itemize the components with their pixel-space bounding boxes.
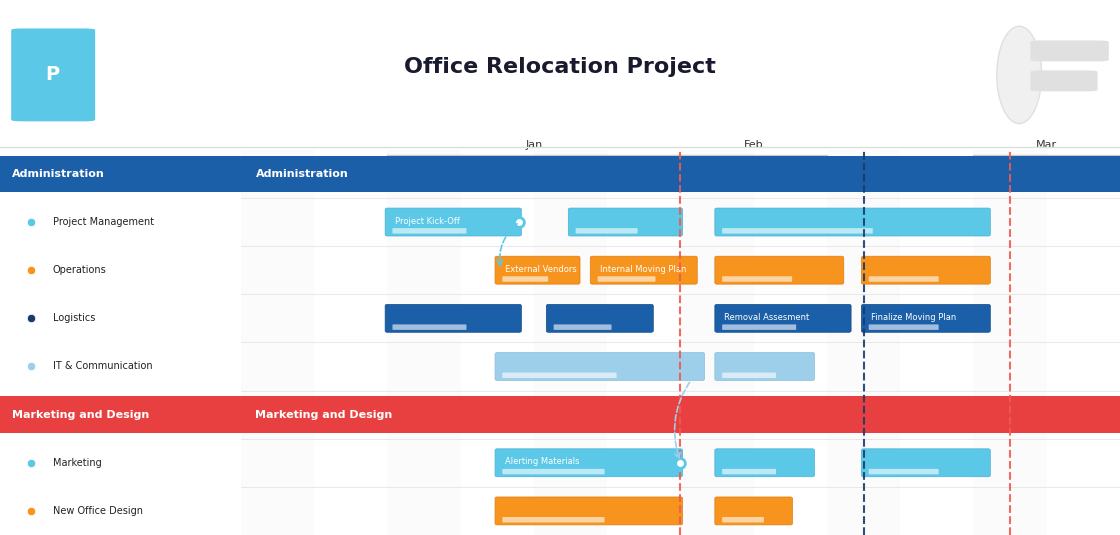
FancyBboxPatch shape [715,353,814,380]
FancyBboxPatch shape [392,228,466,234]
FancyBboxPatch shape [715,208,990,236]
FancyBboxPatch shape [1030,71,1098,91]
Text: IT & Communication: IT & Communication [53,362,152,371]
Text: W5: W5 [562,162,578,172]
FancyBboxPatch shape [503,276,548,282]
FancyBboxPatch shape [715,497,793,525]
Text: W8: W8 [783,162,799,172]
Bar [973,150,1047,535]
Text: Planning: Planning [691,131,740,140]
FancyBboxPatch shape [553,324,612,330]
FancyBboxPatch shape [715,304,851,332]
Text: Today: Today [883,131,915,140]
Text: W2: W2 [343,162,358,172]
Text: W6: W6 [636,162,652,172]
FancyBboxPatch shape [715,449,814,477]
FancyBboxPatch shape [1030,41,1109,62]
FancyBboxPatch shape [385,208,522,236]
Text: W1: W1 [270,162,286,172]
Text: Administration: Administration [255,169,348,179]
Text: W12: W12 [1072,162,1094,172]
FancyBboxPatch shape [861,304,990,332]
Bar [314,150,388,535]
Bar [388,150,460,535]
FancyBboxPatch shape [869,469,939,475]
FancyBboxPatch shape [722,469,776,475]
Bar [534,150,607,535]
Text: Marketing: Marketing [53,458,102,468]
FancyBboxPatch shape [503,372,617,378]
Bar [460,150,534,535]
FancyBboxPatch shape [869,324,939,330]
Text: W10: W10 [926,162,948,172]
Text: Office Relocation Project: Office Relocation Project [404,57,716,78]
Bar [241,150,314,535]
Text: W3: W3 [417,162,432,172]
FancyBboxPatch shape [0,156,241,192]
Text: Operations: Operations [1015,131,1075,140]
Text: Internal Moving Plan: Internal Moving Plan [600,265,687,274]
Ellipse shape [997,26,1042,124]
FancyBboxPatch shape [385,304,522,332]
Text: Alerting Materials: Alerting Materials [504,457,579,467]
Text: Marketing and Design: Marketing and Design [255,410,393,419]
Polygon shape [999,123,1081,148]
Text: Jan: Jan [525,140,542,150]
Bar [607,150,680,535]
FancyBboxPatch shape [722,517,764,523]
Text: Project Management: Project Management [53,217,155,227]
FancyBboxPatch shape [722,372,776,378]
FancyBboxPatch shape [722,324,796,330]
Text: Administration: Administration [12,169,105,179]
Text: External Vendors: External Vendors [504,265,577,274]
Text: Marketing and Design: Marketing and Design [12,410,149,419]
FancyBboxPatch shape [590,256,698,284]
FancyBboxPatch shape [495,353,704,380]
Text: Removal Assesment: Removal Assesment [725,313,810,322]
Bar [680,150,754,535]
FancyBboxPatch shape [495,449,682,477]
Text: Project Kick-Off: Project Kick-Off [394,217,459,226]
FancyBboxPatch shape [568,208,682,236]
FancyBboxPatch shape [861,256,990,284]
FancyBboxPatch shape [392,324,466,330]
FancyBboxPatch shape [576,228,637,234]
FancyBboxPatch shape [861,449,990,477]
FancyBboxPatch shape [598,276,655,282]
FancyBboxPatch shape [722,276,792,282]
FancyBboxPatch shape [722,228,872,234]
FancyBboxPatch shape [241,156,1120,192]
FancyBboxPatch shape [11,28,95,121]
Bar [754,150,827,535]
Text: W7: W7 [709,162,725,172]
Text: New Office Design: New Office Design [53,506,143,516]
Text: W4: W4 [489,162,505,172]
Text: Feb: Feb [744,140,764,150]
FancyBboxPatch shape [241,396,1120,433]
Bar [827,150,900,535]
FancyBboxPatch shape [869,276,939,282]
FancyBboxPatch shape [503,517,605,523]
Text: W9: W9 [856,162,871,172]
Text: Mar: Mar [1036,140,1057,150]
Bar [1047,150,1120,535]
Bar [900,150,973,535]
Text: Logistics: Logistics [53,314,95,323]
Text: Finalize Moving Plan: Finalize Moving Plan [871,313,956,322]
Text: Workstreams: Workstreams [12,162,95,172]
FancyBboxPatch shape [0,396,241,433]
Text: W11: W11 [999,162,1021,172]
FancyBboxPatch shape [495,497,682,525]
Text: P: P [46,65,59,85]
FancyBboxPatch shape [495,256,580,284]
Polygon shape [670,123,750,148]
FancyBboxPatch shape [715,256,843,284]
FancyBboxPatch shape [503,469,605,475]
FancyBboxPatch shape [547,304,653,332]
Text: Operations: Operations [53,265,106,275]
Polygon shape [820,123,907,150]
